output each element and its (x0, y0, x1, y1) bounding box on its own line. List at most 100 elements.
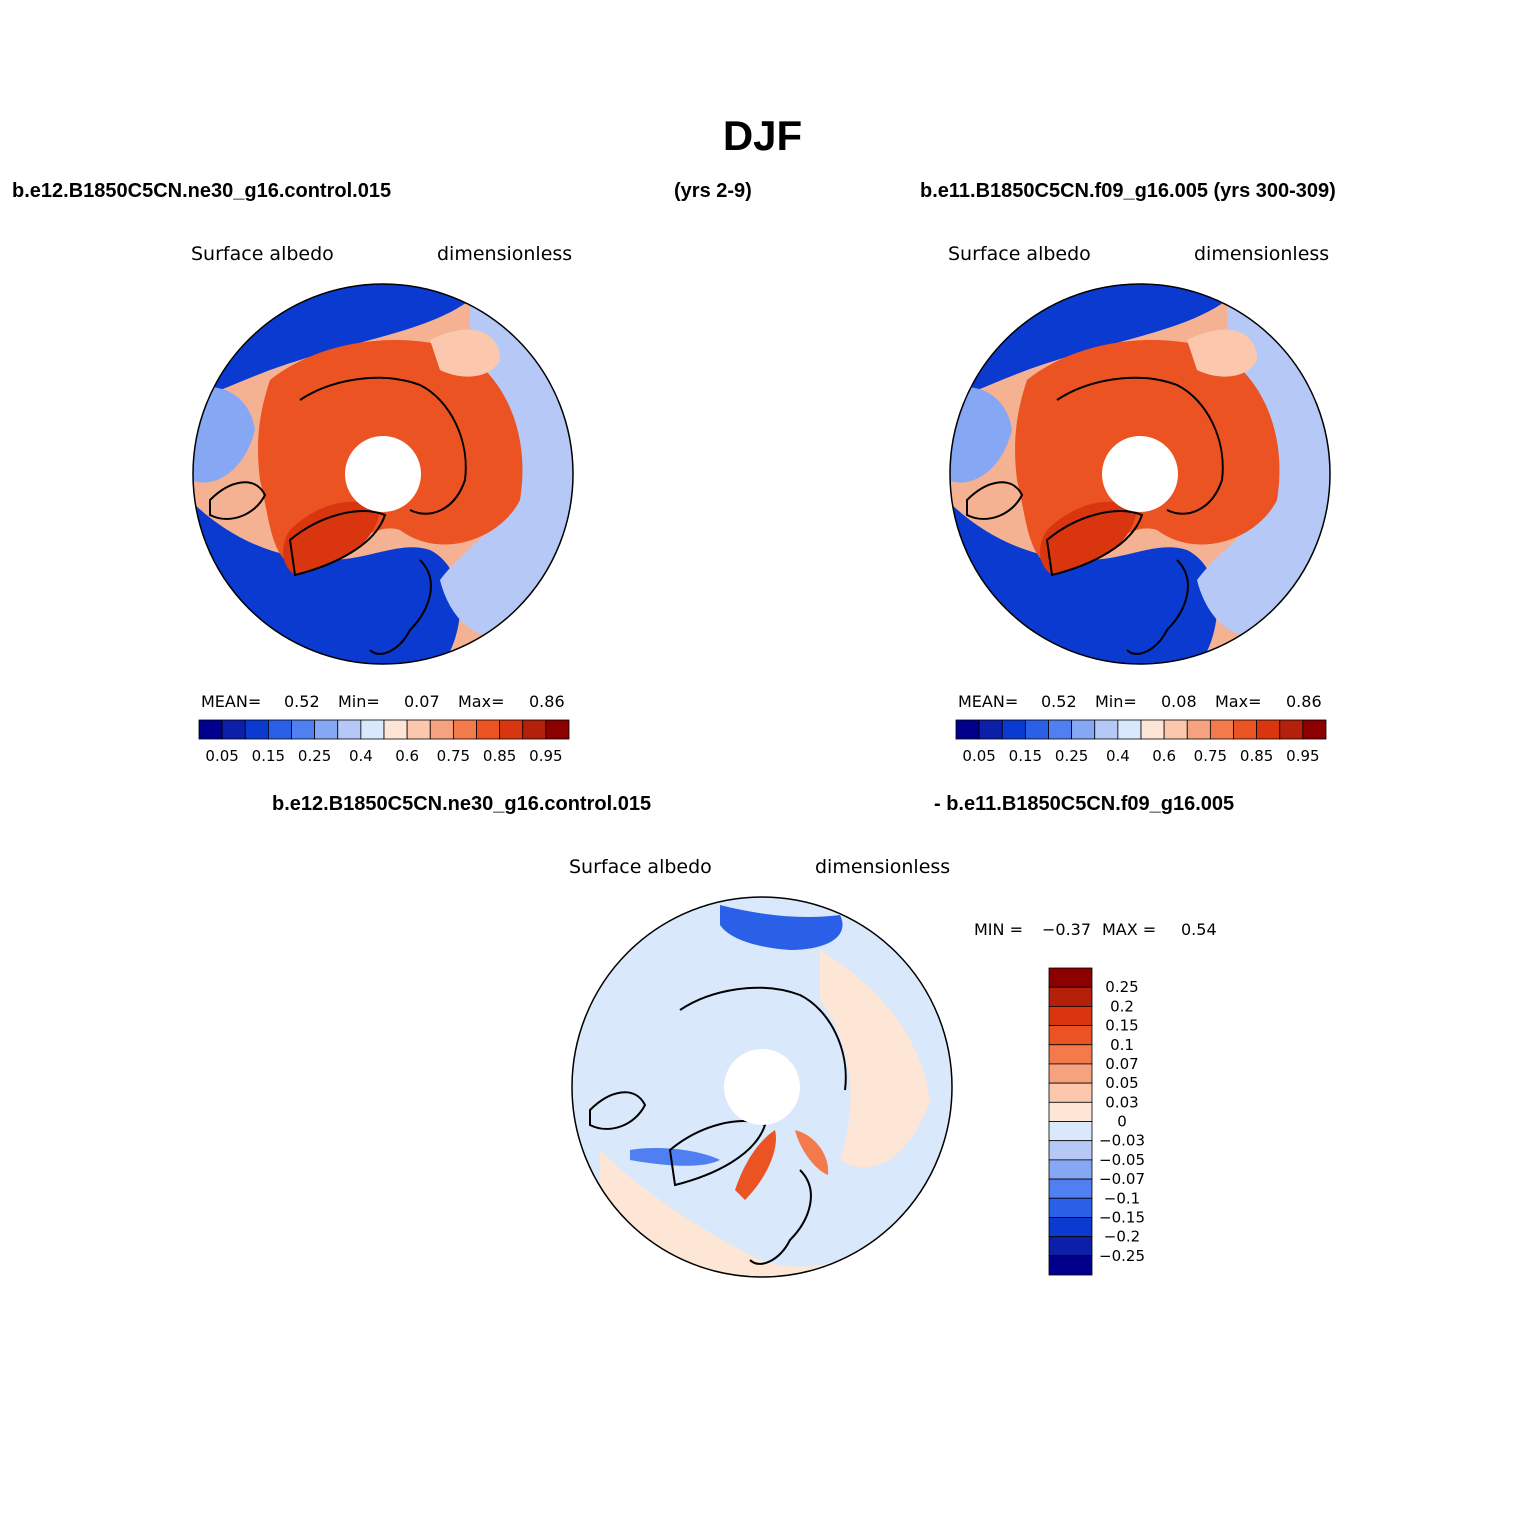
left-map-snow-light (430, 329, 500, 377)
left-years-header: (yrs 2-9) (674, 180, 752, 202)
diff-colorbar-tick-label: 0.15 (1105, 1017, 1138, 1035)
diff-colorbar-swatch (1048, 1217, 1093, 1238)
diff-colorbar-swatch (1048, 1178, 1093, 1199)
diff-colorbar-tick-label: 0.1 (1110, 1036, 1134, 1054)
right-colorbar-swatch (1163, 719, 1188, 740)
left-units-label: dimensionless (437, 243, 573, 265)
right-colorbar-swatch (1209, 719, 1234, 740)
diff-colorbar-swatch (1048, 1025, 1093, 1046)
diff-colorbar-swatch (1048, 1236, 1093, 1257)
left-colorbar-swatch (499, 719, 524, 740)
diff-min-label: MIN = (974, 920, 1023, 939)
right-colorbar-swatch (1256, 719, 1281, 740)
diff-colorbar-swatch (1048, 1101, 1093, 1122)
right-min-value: 0.08 (1161, 692, 1197, 711)
diff-colorbar-swatch (1048, 967, 1093, 988)
diff-map-coast-2 (668, 1120, 767, 1187)
left-colorbar-swatch (406, 719, 431, 740)
left-map-coast-3 (369, 559, 432, 655)
right-map (950, 284, 1330, 664)
right-map-coast-4 (966, 481, 1024, 520)
left-mean-value: 0.52 (284, 692, 320, 711)
right-colorbar: 0.05 0.15 0.25 0.4 0.6 0.75 0.85 0.95 (955, 719, 1327, 765)
left-colorbar-swatch (383, 719, 408, 740)
left-min-label: Min= (338, 692, 380, 711)
left-colorbar-tick-label: 0.25 (298, 747, 331, 765)
left-case-header: b.e12.B1850C5CN.ne30_g16.control.015 (12, 180, 392, 202)
left-colorbar-tick-label: 0.15 (252, 747, 285, 765)
right-colorbar-tick-label: 0.85 (1240, 747, 1273, 765)
diff-colorbar-swatch (1048, 1255, 1093, 1276)
figure-title: DJF (722, 112, 803, 159)
left-colorbar-tick-label: 0.75 (437, 747, 470, 765)
right-colorbar-swatch (1140, 719, 1165, 740)
diff-colorbar-tick-label: 0.05 (1105, 1074, 1138, 1092)
right-map-coast-3 (1126, 559, 1189, 655)
right-map-coast-1 (1056, 376, 1224, 515)
diff-map-hole (724, 1049, 800, 1125)
diff-map-positive-east (820, 950, 930, 1168)
left-map-greenland (283, 501, 380, 575)
right-colorbar-swatch (1279, 719, 1304, 740)
right-mean-value: 0.52 (1041, 692, 1077, 711)
left-colorbar-swatch (198, 719, 223, 740)
left-colorbar-swatch (360, 719, 385, 740)
diff-map-neg-top (720, 905, 843, 950)
right-colorbar-tick-label: 0.4 (1106, 747, 1130, 765)
diff-colorbar-tick-label: −0.15 (1099, 1208, 1145, 1226)
right-map-snow-light (1187, 329, 1257, 377)
right-mean-label: MEAN= (958, 692, 1019, 711)
right-min-label: Min= (1095, 692, 1137, 711)
left-map-coast-2 (288, 510, 387, 577)
right-colorbar-tick-label: 0.25 (1055, 747, 1088, 765)
diff-map-neg-hudson (630, 1148, 720, 1166)
right-map-lightblue-w (950, 386, 1012, 483)
diff-left-header: b.e12.B1850C5CN.ne30_g16.control.015 (272, 793, 652, 815)
diff-units-label: dimensionless (815, 856, 951, 878)
diff-right-header: - b.e11.B1850C5CN.f09_g16.005 (934, 793, 1235, 815)
left-colorbar-swatch (337, 719, 362, 740)
diff-colorbar-tick-label: 0.25 (1105, 978, 1138, 996)
diff-colorbar-swatch (1048, 1063, 1093, 1084)
left-map-coast-4 (209, 481, 267, 520)
right-map-greenland (1040, 501, 1137, 575)
left-map-lightblue-w (193, 386, 255, 483)
left-colorbar-swatch (244, 719, 269, 740)
diff-min-value: −0.37 (1042, 920, 1092, 939)
right-colorbar-swatch (1001, 719, 1026, 740)
diff-max-value: 0.54 (1181, 920, 1217, 939)
left-colorbar-swatch (452, 719, 477, 740)
left-colorbar: 0.05 0.15 0.25 0.4 0.6 0.75 0.85 0.95 (198, 719, 570, 765)
left-max-label: Max= (458, 692, 505, 711)
right-colorbar-swatch (1302, 719, 1327, 740)
diff-colorbar-swatch (1048, 1140, 1093, 1161)
diff-colorbar-tick-label: 0.03 (1105, 1093, 1138, 1111)
diff-colorbar-tick-label: 0.07 (1105, 1055, 1138, 1073)
left-map-lightblue-e (440, 300, 573, 637)
left-mean-label: MEAN= (201, 692, 262, 711)
left-map-coast-1 (299, 376, 467, 515)
diff-map (572, 897, 952, 1277)
right-colorbar-swatch (1233, 719, 1258, 740)
diff-colorbar-tick-label: −0.1 (1104, 1189, 1140, 1207)
left-map-outline (192, 283, 574, 665)
diff-map-coast-3 (749, 1169, 812, 1265)
diff-colorbar-tick-label: −0.2 (1104, 1228, 1140, 1246)
right-colorbar-tick-label: 0.6 (1152, 747, 1176, 765)
diff-colorbar-tick-label: −0.05 (1099, 1151, 1145, 1169)
right-colorbar-swatch (1024, 719, 1049, 740)
left-max-value: 0.86 (529, 692, 565, 711)
right-colorbar-swatch (1071, 719, 1096, 740)
right-colorbar-swatch (978, 719, 1003, 740)
left-colorbar-tick-label: 0.05 (205, 747, 238, 765)
right-units-label: dimensionless (1194, 243, 1330, 265)
left-colorbar-tick-label: 0.95 (529, 747, 562, 765)
left-min-value: 0.07 (404, 692, 440, 711)
diff-colorbar-swatch (1048, 1082, 1093, 1103)
diff-colorbar-swatch (1048, 1197, 1093, 1218)
diff-colorbar-tick-label: 0.2 (1110, 997, 1134, 1015)
right-max-label: Max= (1215, 692, 1262, 711)
diff-colorbar-swatch (1048, 986, 1093, 1007)
left-colorbar-swatch (221, 719, 246, 740)
